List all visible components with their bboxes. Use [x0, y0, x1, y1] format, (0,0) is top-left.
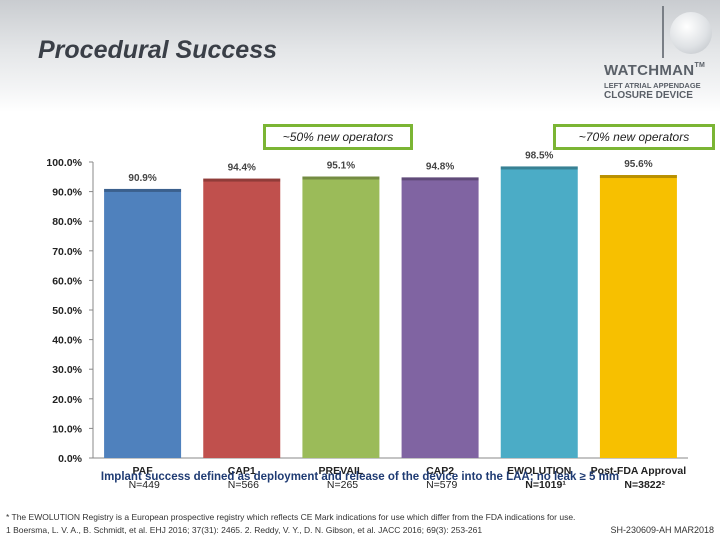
x-category-label: Post-FDA Approval [591, 465, 687, 477]
x-sample-size-label: N=1019¹ [525, 479, 566, 491]
bar-top-edge [203, 178, 281, 182]
bar-top-edge [599, 175, 677, 179]
brand-line1: LEFT ATRIAL APPENDAGE [604, 81, 701, 90]
y-tick-label: 10.0% [52, 423, 82, 435]
x-sample-size-label: N=3822² [624, 479, 665, 491]
y-tick-label: 70.0% [52, 246, 82, 258]
x-category-label: CAP1 [228, 465, 256, 477]
footnote-references: 1 Boersma, L. V. A., B. Schmidt, et al. … [6, 525, 483, 535]
x-category-label: PREVAIL [319, 465, 364, 477]
header-divider [662, 6, 664, 58]
y-tick-label: 30.0% [52, 364, 82, 376]
brand-name: WATCHMAN [604, 62, 695, 79]
chart-caption: Implant success defined as deployment an… [100, 471, 620, 483]
bar-value-label: 94.4% [228, 163, 256, 174]
bar [203, 178, 281, 459]
y-tick-label: 20.0% [52, 394, 82, 406]
brand-logo: WATCHMANTM LEFT ATRIAL APPENDAGE CLOSURE… [604, 62, 716, 101]
y-tick-label: 90.0% [52, 187, 82, 199]
bar-top-edge [500, 166, 578, 170]
y-tick-label: 50.0% [52, 305, 82, 317]
y-tick-label: 100.0% [46, 157, 82, 169]
slide-title: Procedural Success [38, 36, 278, 64]
x-category-label: CAP2 [426, 465, 454, 477]
bar-top-edge [401, 177, 479, 181]
footnote-disclaimer: * The EWOLUTION Registry is a European p… [6, 512, 576, 522]
logo-icon [670, 12, 712, 54]
header-band [0, 0, 720, 112]
x-sample-size-label: N=449 [129, 479, 160, 491]
callout-new-operators-50: ~50% new operators [263, 124, 413, 150]
x-sample-size-label: N=566 [228, 479, 259, 491]
y-tick-label: 0.0% [58, 453, 83, 465]
bar-value-label: 95.1% [327, 161, 355, 172]
y-tick-label: 60.0% [52, 275, 82, 287]
bar-value-label: 98.5% [525, 150, 553, 161]
bar [500, 166, 578, 458]
brand-tm: TM [694, 62, 706, 69]
x-category-label: PAF [132, 465, 153, 477]
bar [302, 176, 380, 458]
bar-value-label: 90.9% [128, 173, 156, 184]
bar-value-label: 94.8% [426, 161, 454, 172]
callout-new-operators-70: ~70% new operators [553, 124, 715, 150]
bar-value-label: 95.6% [624, 159, 652, 170]
x-category-label: EWOLUTION [507, 465, 571, 477]
bar [104, 188, 182, 458]
x-sample-size-label: N=579 [426, 479, 457, 491]
bar-chart: 0.0% 10.0% 20.0% 30.0% 40.0% 50.0% 60.0% 70.0% 8… [46, 150, 688, 491]
y-tick-label: 40.0% [52, 335, 82, 347]
y-tick-label: 80.0% [52, 216, 82, 228]
bar-top-edge [302, 176, 380, 180]
bar [401, 177, 479, 458]
bar-top-edge [104, 188, 182, 192]
bar [599, 175, 677, 459]
brand-line2: CLOSURE DEVICE [604, 90, 693, 101]
x-sample-size-label: N=265 [327, 479, 358, 491]
document-code: SH-230609-AH MAR2018 [610, 525, 714, 535]
